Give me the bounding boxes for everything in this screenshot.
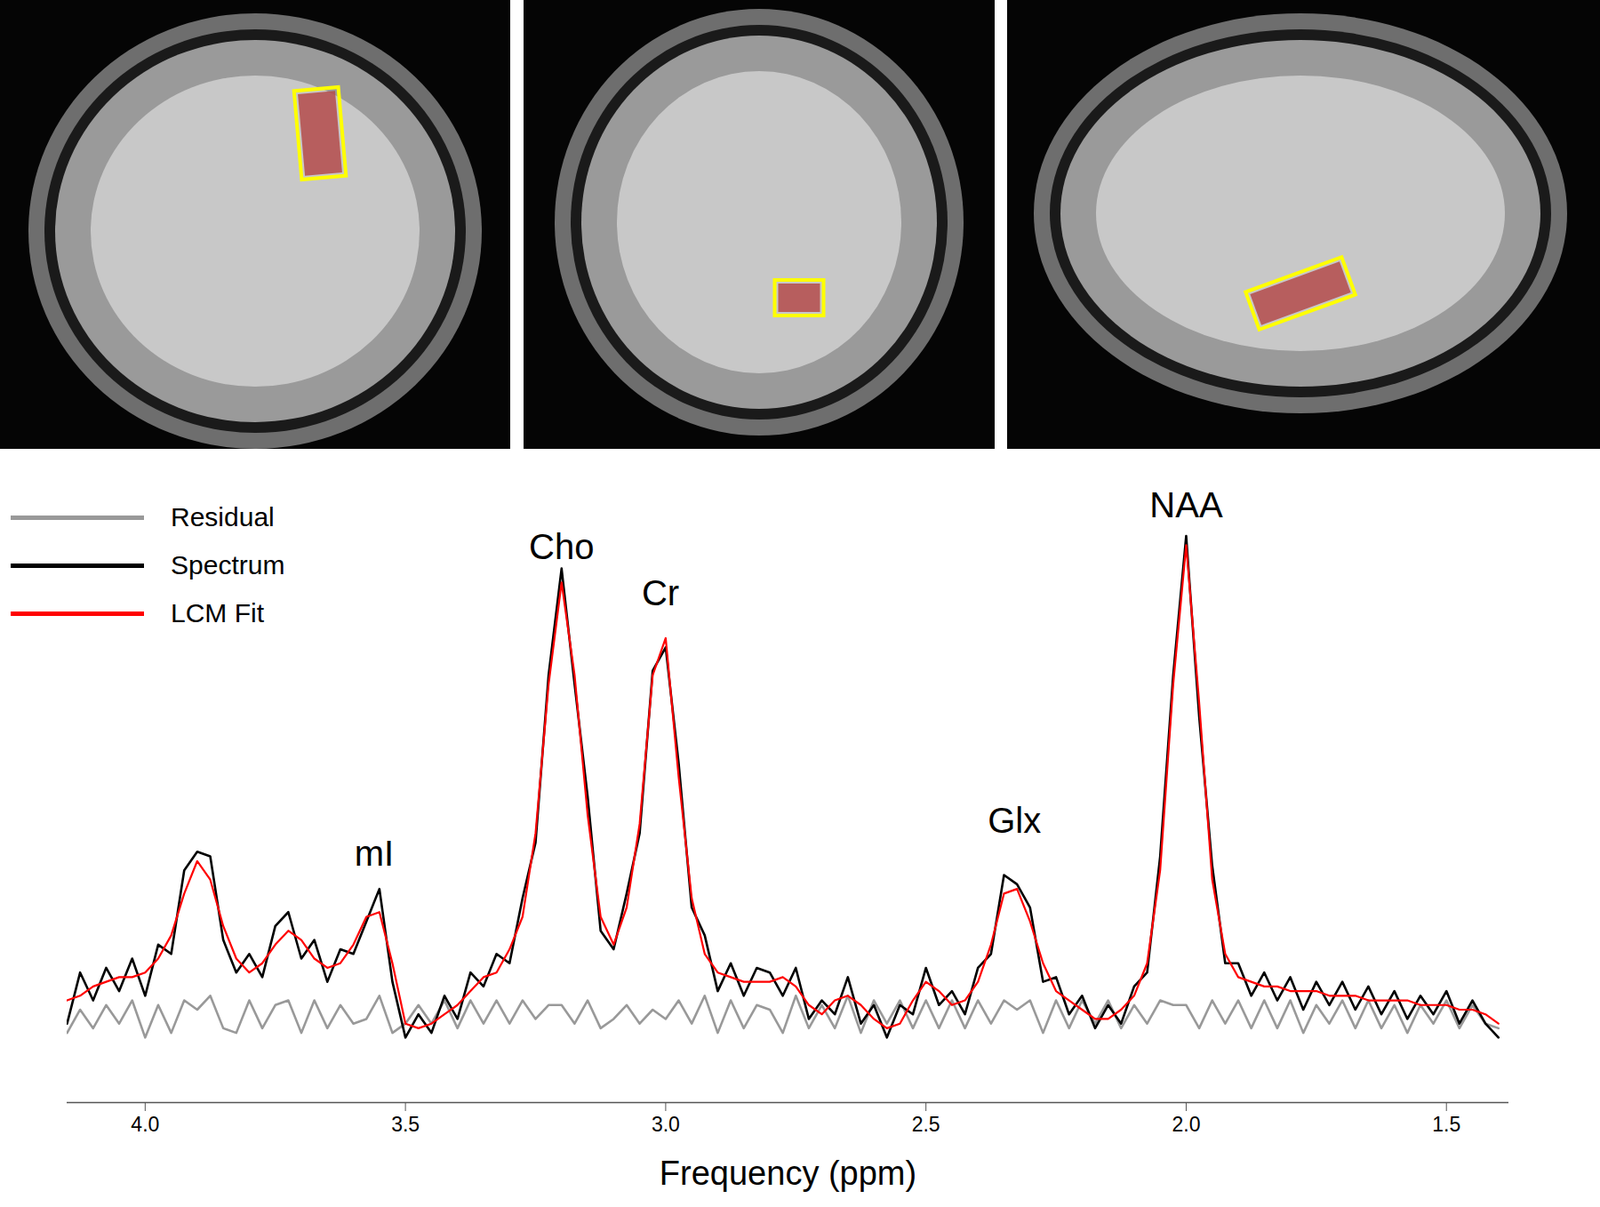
svg-text:4.0: 4.0 [130, 1112, 160, 1136]
html-text:Spectrum: Spectrum [170, 550, 285, 580]
svg-text:Frequency (ppm): Frequency (ppm) [659, 1154, 917, 1192]
html-text:LCM Fit: LCM Fit [170, 598, 264, 628]
svg-text:Cho: Cho [528, 527, 594, 567]
svg-text:NAA: NAA [1149, 485, 1224, 525]
svg-text:2.0: 2.0 [1171, 1112, 1200, 1136]
html-text:Residual: Residual [170, 502, 275, 532]
svg-text:mI: mI [354, 833, 394, 873]
svg-text:1.5: 1.5 [1432, 1112, 1461, 1136]
svg-text:2.5: 2.5 [912, 1112, 941, 1136]
svg-text:Cr: Cr [641, 573, 680, 613]
svg-text:3.5: 3.5 [391, 1112, 420, 1136]
svg-text:3.0: 3.0 [651, 1112, 680, 1136]
svg-text:Glx: Glx [987, 800, 1041, 840]
